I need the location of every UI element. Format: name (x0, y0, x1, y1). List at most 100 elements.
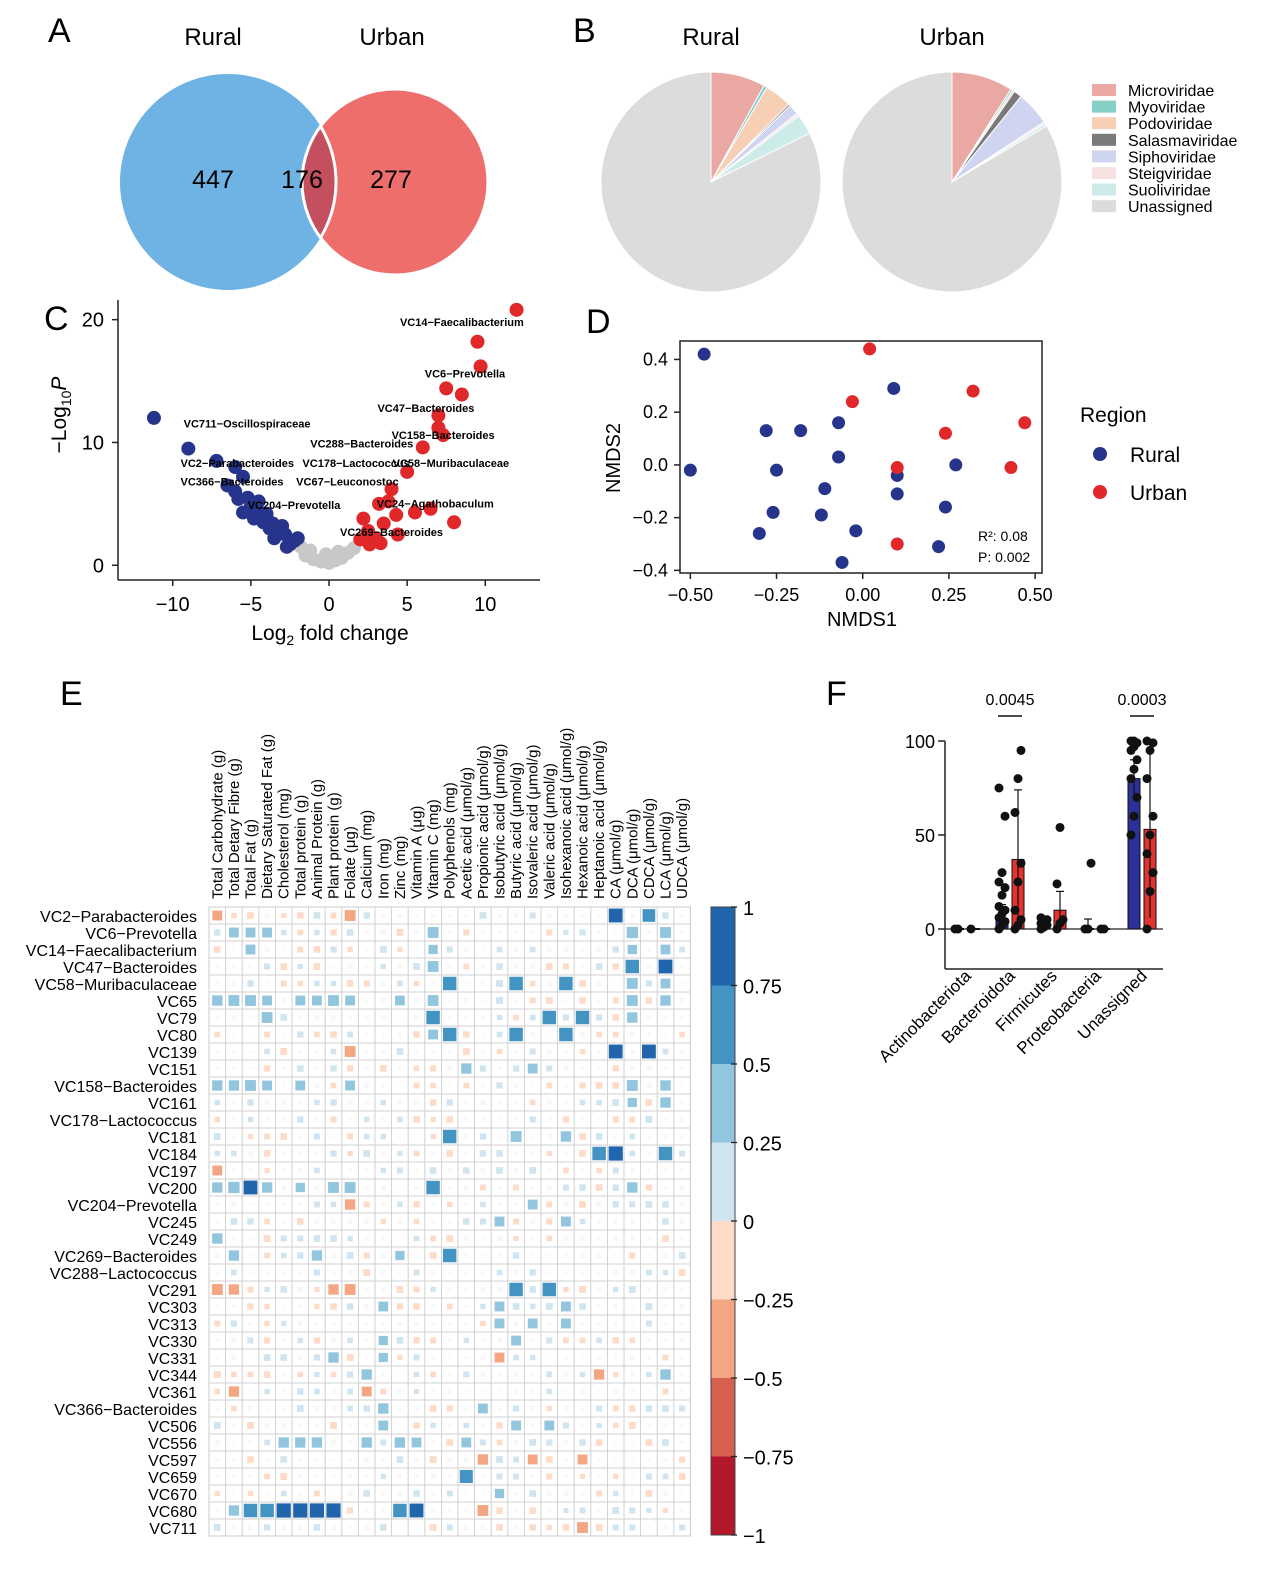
scale-tick-label: −1 (743, 1526, 766, 1548)
heatmap-cell (448, 931, 452, 934)
heatmap-cell (608, 1044, 623, 1059)
panel-label-c: C (44, 300, 69, 338)
heatmap-cell (542, 1010, 557, 1025)
heatmap-cell (282, 1271, 286, 1274)
heatmap-cell (527, 1063, 538, 1074)
heatmap-cell (498, 1118, 501, 1121)
bar-point (1126, 774, 1136, 784)
heatmap-cell (280, 1048, 288, 1055)
bar-point (1132, 792, 1142, 802)
pie-urban (841, 71, 1063, 293)
heatmap-cell (430, 1337, 437, 1344)
venn-urban-border (300, 87, 490, 277)
heatmap-cell (315, 1152, 319, 1155)
heatmap-cell (429, 1524, 437, 1531)
heatmap-cell (261, 1012, 273, 1023)
heatmap-cell (446, 1303, 453, 1310)
heatmap-cell (264, 1303, 270, 1310)
heatmap-cell (479, 1133, 486, 1140)
heatmap-cell (314, 1167, 320, 1174)
pie-legend-swatch (1092, 167, 1116, 179)
heatmap-cell (398, 1406, 402, 1411)
heatmap-cell (231, 1423, 236, 1428)
heatmap-cell (248, 1168, 253, 1173)
heatmap-cell (531, 1084, 535, 1087)
heatmap-cell (278, 1437, 289, 1448)
heatmap-cell (247, 1116, 254, 1123)
heatmap-cell (446, 1201, 453, 1208)
pie-legend-label: Unassigned (1128, 199, 1213, 216)
bar-point (1142, 736, 1152, 746)
heatmap-cell (380, 929, 386, 936)
heatmap-cell (298, 1474, 303, 1479)
heatmap-cell (381, 1237, 385, 1240)
heatmap-cell (480, 1100, 486, 1105)
heatmap-cell (214, 1253, 220, 1258)
volcano-xlabel: Log2 fold change (251, 622, 408, 648)
significance-label: 0.0003 (1118, 692, 1167, 709)
heatmap-cell (531, 931, 535, 934)
heatmap-cell (546, 1524, 552, 1531)
heatmap-cell (559, 1027, 573, 1042)
heatmap-cell (381, 1270, 386, 1275)
heatmap-cell (429, 1456, 437, 1463)
panel-label-b: B (573, 12, 596, 50)
heatmap-cell (431, 1491, 435, 1496)
heatmap-column-label: Propionic acid (μmol/g) (475, 745, 492, 899)
heatmap-cell (547, 1491, 552, 1496)
heatmap-cell (597, 1236, 601, 1241)
heatmap-cell (579, 1082, 586, 1089)
heatmap-column-label: Cholesterol (mg) (276, 788, 293, 899)
volcano-point-urban (373, 536, 388, 551)
heatmap-cell (262, 995, 272, 1006)
volcano-point-urban (454, 387, 469, 402)
heatmap-cell (563, 946, 569, 953)
heatmap-cell (513, 1168, 519, 1173)
heatmap-cell (662, 1218, 669, 1225)
heatmap-cell (448, 1084, 452, 1087)
heatmap-cell (580, 1253, 585, 1258)
heatmap-cell (497, 1338, 502, 1343)
heatmap-cell (249, 1390, 252, 1393)
volcano-point-rural (209, 453, 224, 468)
heatmap-cell (293, 1503, 308, 1518)
heatmap-cell (281, 1423, 287, 1428)
heatmap-cell (514, 947, 519, 952)
heatmap-cell (429, 1099, 437, 1106)
nmds-pvalue: P: 0.002 (978, 549, 1030, 565)
heatmap-cell (546, 997, 553, 1004)
heatmap-row-label: VC6−Prevotella (85, 926, 197, 943)
heatmap-cell (564, 1101, 568, 1104)
heatmap-cell (678, 1252, 686, 1259)
heatmap-cell (328, 995, 339, 1006)
heatmap-cell (596, 981, 602, 986)
heatmap-cell (647, 1526, 651, 1529)
heatmap-cell (249, 1203, 252, 1206)
heatmap-cell (315, 1321, 319, 1326)
heatmap-cell (378, 1301, 389, 1312)
heatmap-cell (281, 1168, 286, 1173)
heatmap-cell (314, 1049, 319, 1054)
heatmap-cell (331, 1389, 336, 1394)
heatmap-cell (446, 1150, 453, 1157)
heatmap-cell (413, 1303, 420, 1310)
volcano-point-rural (220, 478, 235, 493)
heatmap-cell (398, 1237, 402, 1240)
heatmap-cell (397, 980, 403, 987)
heatmap-cell (663, 1525, 668, 1530)
heatmap-cell (511, 1335, 521, 1346)
heatmap-cell (394, 1437, 406, 1448)
heatmap-cell (326, 1503, 341, 1518)
heatmap-cell (581, 1424, 584, 1427)
heatmap-cell (480, 1201, 486, 1208)
heatmap-cell (546, 1371, 553, 1378)
heatmap-cell (214, 1388, 221, 1395)
heatmap-cell (461, 1063, 472, 1074)
volcano-point-urban (509, 302, 524, 317)
heatmap-cell (247, 1405, 254, 1412)
heatmap-cell (346, 1507, 354, 1514)
heatmap-cell (379, 946, 387, 953)
heatmap-cell (481, 1253, 485, 1258)
heatmap-cell (232, 1441, 236, 1444)
bar-point (1016, 915, 1026, 925)
